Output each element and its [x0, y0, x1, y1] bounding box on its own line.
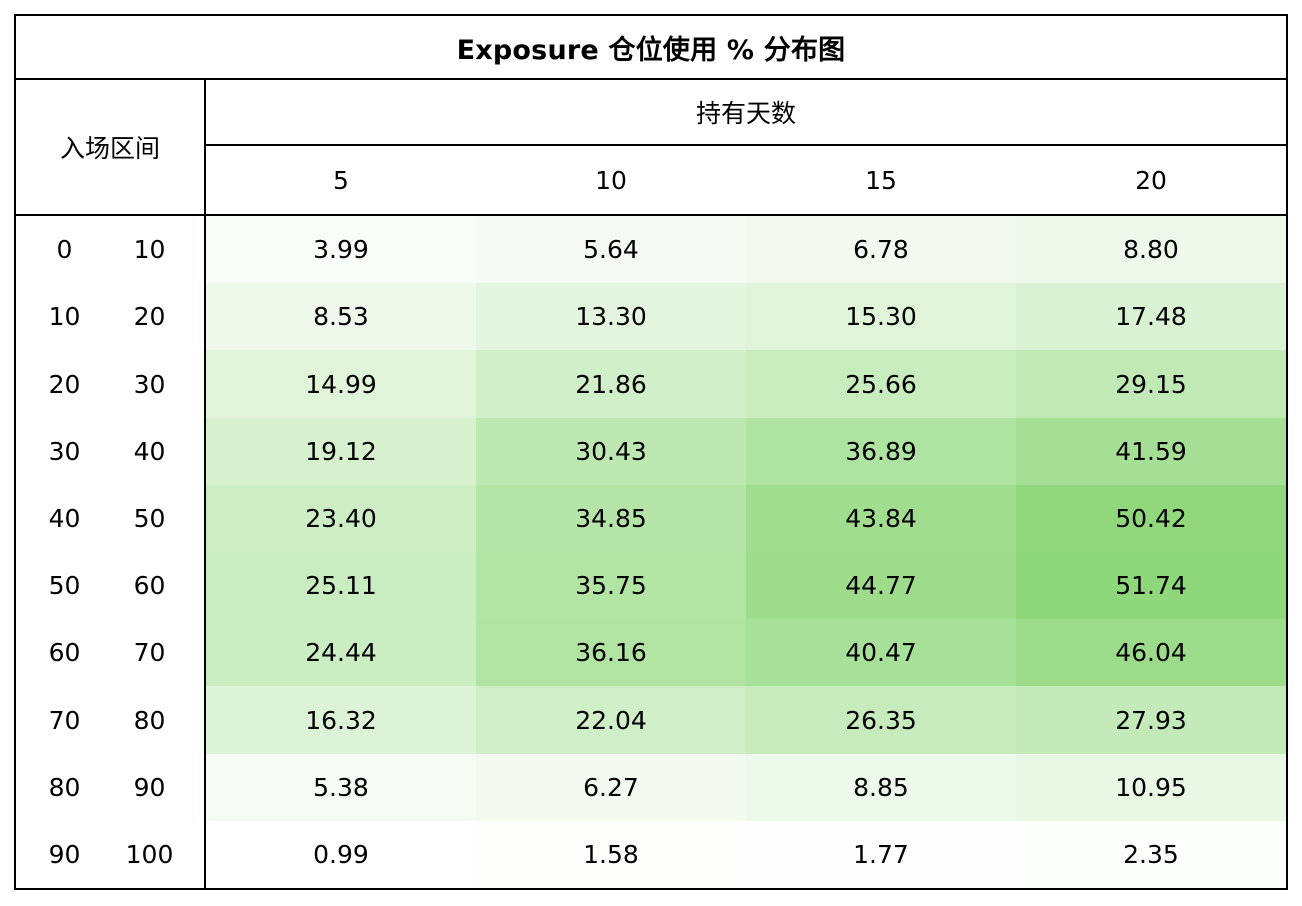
- heatmap-cell: 1.77: [746, 820, 1016, 889]
- heatmap-cell: 43.84: [746, 484, 1016, 553]
- index-cell: 80 90: [16, 754, 204, 821]
- heatmap-data-grid: 3.99 5.64 6.78 8.80 8.53 13.30 15.30 17.48 14.99…: [206, 216, 1286, 889]
- index-upper-bound: 100: [125, 839, 174, 869]
- column-group-header-label: 持有天数: [695, 99, 796, 128]
- heatmap-cell: 0.99: [206, 820, 476, 889]
- heatmap-cell: 24.44: [206, 619, 476, 687]
- heatmap-cell: 6.78: [746, 216, 1016, 284]
- index-cell: 70 80: [16, 686, 204, 753]
- index-cell: 20 30: [16, 350, 204, 417]
- heatmap-cell: 8.85: [746, 753, 1016, 821]
- index-cell: 30 40: [16, 418, 204, 485]
- index-cell: 0 10: [16, 216, 204, 283]
- heatmap-cell: 8.80: [1016, 216, 1286, 284]
- table-row: 14.99 21.86 25.66 29.15: [206, 350, 1286, 418]
- column-headers-row: 5 10 15 20: [206, 146, 1286, 214]
- index-lower-bound: 20: [48, 369, 81, 399]
- index-upper-bound: 40: [133, 436, 166, 466]
- index-column: 0 10 10 20 20 30 30 40 40 50 50 60 60 70 70 80 80 90 90 100: [16, 216, 206, 888]
- heatmap-cell: 36.16: [476, 619, 746, 687]
- table-body-block: 0 10 10 20 20 30 30 40 40 50 50 60 60 70 70 80 80 90 90 100…: [16, 216, 1286, 889]
- table-row: 19.12 30.43 36.89 41.59: [206, 417, 1286, 485]
- column-header-group: 持有天数 5 10 15 20: [206, 80, 1286, 214]
- heatmap-cell: 13.30: [476, 283, 746, 351]
- table-row: 16.32 22.04 26.35 27.93: [206, 686, 1286, 754]
- heatmap-cell: 25.66: [746, 350, 1016, 418]
- index-upper-bound: 60: [133, 571, 166, 601]
- table-row: 8.53 13.30 15.30 17.48: [206, 283, 1286, 351]
- heatmap-cell: 35.75: [476, 552, 746, 620]
- heatmap-cell: 44.77: [746, 552, 1016, 620]
- heatmap-cell: 8.53: [206, 283, 476, 351]
- index-cell: 40 50: [16, 485, 204, 552]
- heatmap-cell: 30.43: [476, 417, 746, 485]
- index-upper-bound: 80: [133, 705, 166, 735]
- index-lower-bound: 0: [56, 235, 73, 265]
- column-header-15: 15: [865, 165, 897, 195]
- heatmap-cell: 50.42: [1016, 484, 1286, 553]
- index-cell: 50 60: [16, 552, 204, 619]
- index-lower-bound: 50: [48, 571, 81, 601]
- heatmap-cell: 41.59: [1016, 417, 1286, 485]
- index-cell: 60 70: [16, 619, 204, 686]
- column-header-5: 5: [333, 165, 349, 195]
- heatmap-cell: 22.04: [476, 686, 746, 754]
- heatmap-cell: 51.74: [1016, 552, 1286, 620]
- index-lower-bound: 40: [48, 503, 81, 533]
- heatmap-cell: 10.95: [1016, 753, 1286, 821]
- table-row: 3.99 5.64 6.78 8.80: [206, 216, 1286, 284]
- table-row: 24.44 36.16 40.47 46.04: [206, 619, 1286, 687]
- heatmap-cell: 19.12: [206, 417, 476, 485]
- index-lower-bound: 30: [48, 436, 81, 466]
- heatmap-cell: 1.58: [476, 820, 746, 889]
- page-title: Exposure 仓位使用 % 分布图: [456, 34, 846, 66]
- heatmap-cell: 34.85: [476, 484, 746, 553]
- heatmap-cell: 5.38: [206, 753, 476, 821]
- table-row: 23.40 34.85 43.84 50.42: [206, 484, 1286, 553]
- table-header-block: 入场区间 持有天数 5 10 15 20: [16, 80, 1286, 216]
- column-group-header-cell: 持有天数: [206, 80, 1286, 146]
- table-row: 25.11 35.75 44.77 51.74: [206, 552, 1286, 620]
- heatmap-cell: 40.47: [746, 619, 1016, 687]
- heatmap-cell: 17.48: [1016, 283, 1286, 351]
- heatmap-cell: 14.99: [206, 350, 476, 418]
- heatmap-cell: 3.99: [206, 216, 476, 284]
- heatmap-cell: 23.40: [206, 484, 476, 553]
- index-upper-bound: 90: [133, 772, 166, 802]
- column-header-20: 20: [1135, 165, 1167, 195]
- table-row: 5.38 6.27 8.85 10.95: [206, 753, 1286, 821]
- index-header-label: 入场区间: [59, 134, 160, 163]
- heatmap-cell: 2.35: [1016, 820, 1286, 889]
- index-cell: 90 100: [16, 821, 204, 888]
- heatmap-cell: 46.04: [1016, 619, 1286, 687]
- index-lower-bound: 10: [48, 302, 81, 332]
- heatmap-cell: 26.35: [746, 686, 1016, 754]
- heatmap-cell: 25.11: [206, 552, 476, 620]
- index-upper-bound: 70: [133, 638, 166, 668]
- table-title-row: Exposure 仓位使用 % 分布图: [16, 16, 1286, 80]
- heatmap-cell: 29.15: [1016, 350, 1286, 418]
- index-upper-bound: 50: [133, 503, 166, 533]
- heatmap-cell: 21.86: [476, 350, 746, 418]
- heatmap-cell: 5.64: [476, 216, 746, 284]
- index-upper-bound: 20: [133, 302, 166, 332]
- index-upper-bound: 10: [133, 235, 166, 265]
- index-lower-bound: 90: [48, 839, 81, 869]
- index-lower-bound: 80: [48, 772, 81, 802]
- heatmap-cell: 36.89: [746, 417, 1016, 485]
- index-header-cell: 入场区间: [16, 80, 206, 214]
- heatmap-cell: 6.27: [476, 753, 746, 821]
- table-row: 0.99 1.58 1.77 2.35: [206, 820, 1286, 889]
- index-lower-bound: 70: [48, 705, 81, 735]
- heatmap-cell: 27.93: [1016, 686, 1286, 754]
- index-upper-bound: 30: [133, 369, 166, 399]
- heatmap-cell: 16.32: [206, 686, 476, 754]
- heatmap-cell: 15.30: [746, 283, 1016, 351]
- index-cell: 10 20: [16, 283, 204, 350]
- index-lower-bound: 60: [48, 638, 81, 668]
- column-header-10: 10: [595, 165, 627, 195]
- exposure-heatmap-table: Exposure 仓位使用 % 分布图 入场区间 持有天数 5 10 15 20 0 1…: [14, 14, 1288, 890]
